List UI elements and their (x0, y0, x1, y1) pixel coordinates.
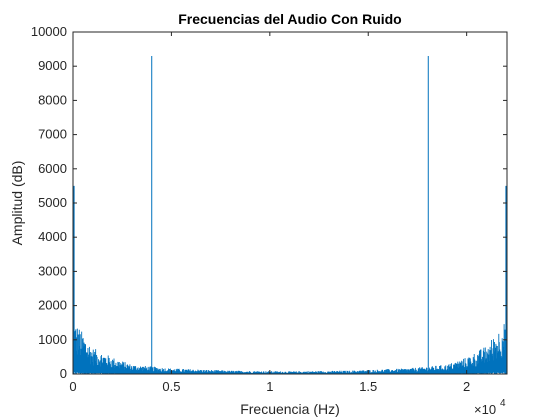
y-tick-label: 7000 (38, 127, 67, 142)
y-tick-label: 1000 (38, 332, 67, 347)
x-axis-exponent: ×10 4 (474, 398, 506, 417)
y-tick-label: 5000 (38, 195, 67, 210)
x-tick-label: 1 (266, 379, 273, 394)
y-tick-label: 4000 (38, 229, 67, 244)
y-axis-label: Amplitud (dB) (9, 161, 25, 246)
y-tick-label: 3000 (38, 263, 67, 278)
y-tick-label: 10000 (31, 24, 67, 39)
y-tick-label: 8000 (38, 92, 67, 107)
x-tick-label: 0.5 (162, 379, 180, 394)
y-tick-label: 9000 (38, 58, 67, 73)
x-axis-label: Frecuencia (Hz) (240, 401, 340, 417)
x-axis-ticks: 0 0.5 1 1.5 2 (69, 32, 470, 394)
x-tick-label: 1.5 (359, 379, 377, 394)
x-exponent-base: ×10 (474, 402, 496, 417)
chart-title: Frecuencias del Audio Con Ruido (178, 11, 402, 27)
y-tick-label: 6000 (38, 161, 67, 176)
x-tick-label: 2 (463, 379, 470, 394)
y-tick-label: 0 (60, 366, 67, 381)
spectrum-series (72, 55, 508, 374)
x-tick-label: 0 (69, 379, 76, 394)
plot-background (73, 32, 507, 374)
x-exponent-power: 4 (500, 398, 506, 409)
y-tick-label: 2000 (38, 298, 67, 313)
y-axis-ticks: 0 1000 2000 3000 4000 5000 6000 7000 8000 9000 100… (31, 24, 507, 381)
